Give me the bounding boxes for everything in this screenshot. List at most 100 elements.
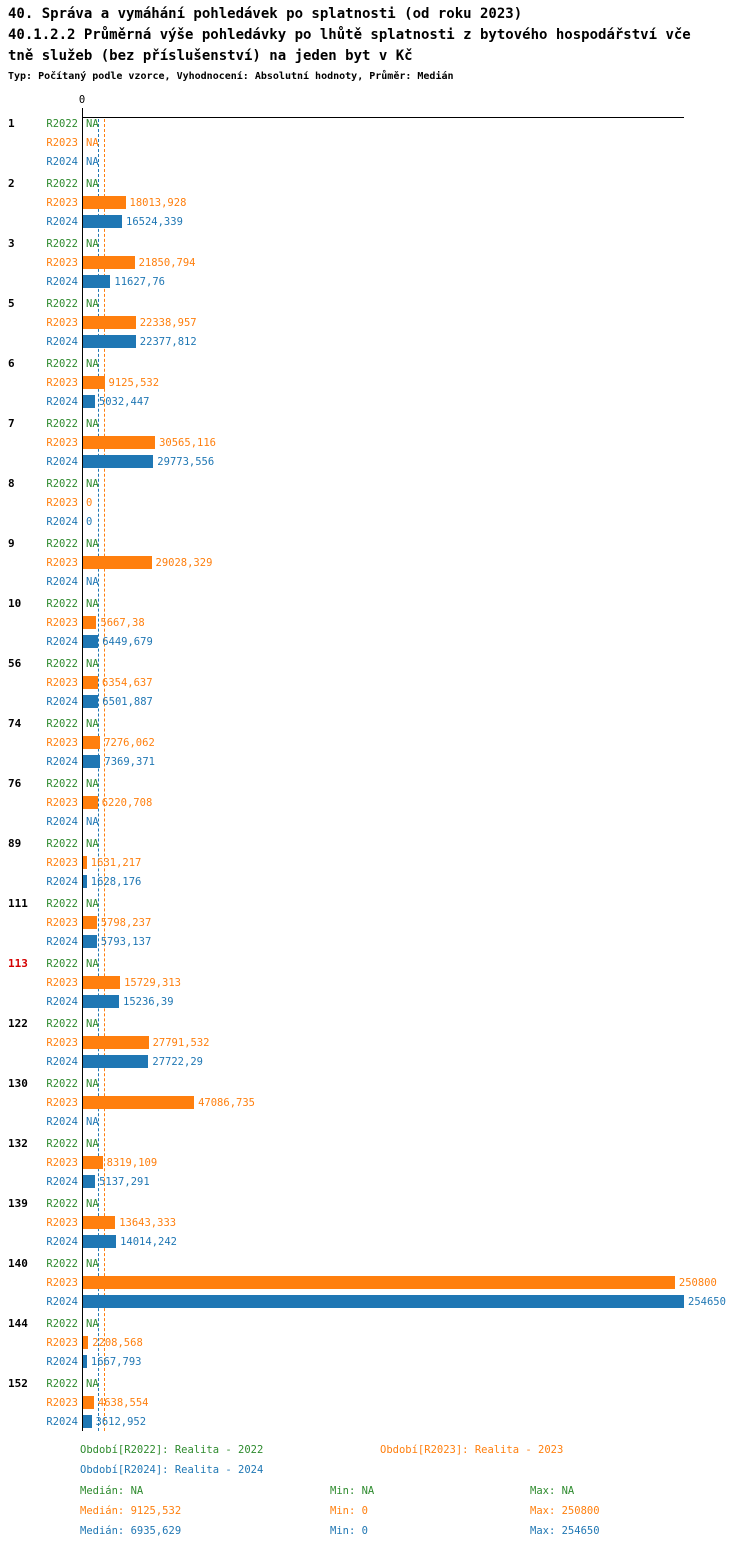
value-label-r2024: 1667,793 [90,1356,142,1368]
value-label-r2022: NA [86,178,99,190]
median-line-r2024 [98,119,100,1431]
series-label-r2023: R2023 [46,317,78,329]
value-label-r2023: 250800 [678,1277,717,1289]
group-label-89: 89 [8,837,22,850]
group-label-2: 2 [8,177,15,190]
series-label-r2022: R2022 [46,1198,78,1210]
value-label-r2022: NA [86,478,99,490]
value-label-r2022: NA [86,1378,99,1390]
group-label-7: 7 [8,417,15,430]
series-label-r2024: R2024 [46,456,78,468]
series-label-r2024: R2024 [46,396,78,408]
group-label-6: 6 [8,357,15,370]
series-label-r2024: R2024 [46,336,78,348]
series-label-r2024: R2024 [46,1356,78,1368]
bar-r2023 [83,796,98,809]
series-label-r2023: R2023 [46,617,78,629]
series-label-r2023: R2023 [46,1157,78,1169]
bar-r2023 [83,1036,149,1049]
stat-max-r2024: Max: 254650 [530,1525,600,1537]
stat-min-r2023: Min: 0 [330,1505,368,1517]
bar-r2024 [83,1235,117,1248]
legend-item-r2024: Období[R2024]: Realita - 2024 [80,1464,264,1476]
value-label-r2023: 22338,957 [139,317,197,329]
report-title-line-3: tně služeb (bez příslušenství) na jeden … [8,48,413,64]
value-label-r2024: 6501,887 [102,696,153,708]
legend-item-r2023: Období[R2023]: Realita - 2023 [380,1444,564,1456]
bar-r2023 [83,1156,103,1169]
series-label-r2024: R2024 [46,156,78,168]
stat-max-r2023: Max: 250800 [530,1505,600,1517]
series-label-r2023: R2023 [46,1037,78,1049]
series-label-r2023: R2023 [46,137,78,149]
group-label-113: 113 [8,957,28,970]
series-label-r2023: R2023 [46,257,78,269]
value-label-r2024: 11627,76 [114,276,165,288]
value-label-r2022: NA [86,538,99,550]
series-label-r2024: R2024 [46,756,78,768]
value-label-r2023: 4638,554 [97,1397,149,1409]
bar-r2023 [83,1396,94,1409]
series-label-r2023: R2023 [46,197,78,209]
report-header: 40. Správa a vymáhání pohledávek po spla… [8,4,691,82]
series-label-r2024: R2024 [46,996,78,1008]
series-label-r2024: R2024 [46,276,78,288]
value-label-r2023: 47086,735 [198,1097,255,1109]
value-label-r2023: 21850,794 [138,257,196,269]
value-label-r2023: NA [86,137,99,149]
legend-item-r2022: Období[R2022]: Realita - 2022 [80,1444,264,1456]
bar-r2023 [83,916,97,929]
value-label-r2023: 30565,116 [159,437,216,449]
bar-r2023 [83,436,156,449]
group-label-130: 130 [8,1077,28,1090]
value-label-r2022: NA [86,778,99,790]
bar-r2023 [83,616,97,629]
value-label-r2022: NA [86,598,99,610]
axis-zero-tick-label: 0 [78,94,86,106]
value-label-r2024: 16524,339 [126,216,183,228]
group-label-111: 111 [8,897,28,910]
series-label-r2023: R2023 [46,437,78,449]
value-label-r2024: 27722,29 [152,1056,203,1068]
bar-r2024 [83,1355,87,1368]
bar-r2024 [83,695,99,708]
value-label-r2024: 22377,812 [139,336,197,348]
series-label-r2024: R2024 [46,1056,78,1068]
bar-r2024 [83,635,99,648]
group-label-5: 5 [8,297,15,310]
bar-r2024 [83,1295,684,1308]
bar-r2023 [83,256,135,269]
value-label-r2024: NA [86,156,99,168]
bar-r2024 [83,1415,92,1428]
series-label-r2023: R2023 [46,1337,78,1349]
value-label-r2024: 5137,291 [99,1176,150,1188]
series-label-r2022: R2022 [46,538,78,550]
bar-r2023 [83,676,98,689]
series-label-r2024: R2024 [46,876,78,888]
series-label-r2024: R2024 [46,1296,78,1308]
median-line-r2023 [103,119,105,1431]
group-label-74: 74 [8,717,22,730]
series-label-r2023: R2023 [46,677,78,689]
value-label-r2024: 6449,679 [102,636,153,648]
series-label-r2022: R2022 [46,1138,78,1150]
value-label-r2024: 14014,242 [120,1236,177,1248]
series-label-r2024: R2024 [46,1116,78,1128]
value-label-r2023: 18013,928 [129,197,187,209]
bar-r2024 [83,755,101,768]
series-label-r2022: R2022 [46,718,78,730]
series-label-r2022: R2022 [46,1018,78,1030]
series-label-r2024: R2024 [46,636,78,648]
series-label-r2022: R2022 [46,298,78,310]
series-label-r2023: R2023 [46,1097,78,1109]
series-label-r2023: R2023 [46,557,78,569]
group-label-9: 9 [8,537,15,550]
value-label-r2023: 5667,38 [100,617,145,629]
stat-median-r2022: Medián: NA [80,1485,144,1497]
value-label-r2024: 1628,176 [90,876,142,888]
series-label-r2023: R2023 [46,737,78,749]
value-label-r2024: NA [86,816,99,828]
series-label-r2022: R2022 [46,418,78,430]
